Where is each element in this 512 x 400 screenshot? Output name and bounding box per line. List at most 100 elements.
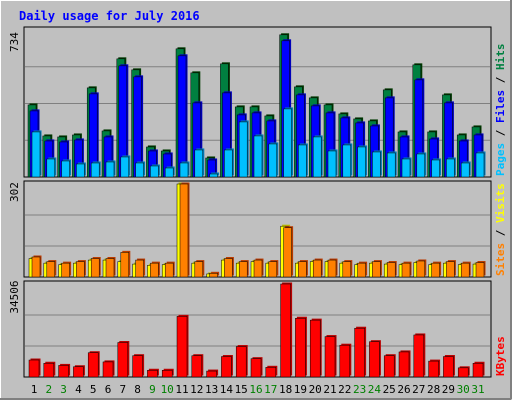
ymax-visits: 302: [8, 182, 21, 202]
bar-kbytes-day-17: [265, 367, 277, 378]
x-label-day-10: 10: [161, 383, 174, 396]
bar-kbytes-day-13: [206, 370, 217, 378]
bar-sites-day-4: [76, 261, 85, 278]
bar-sites-day-13: [209, 273, 218, 278]
x-label-day-6: 6: [105, 383, 112, 396]
bar-sites-day-8: [135, 259, 144, 278]
legend-pages: Pages: [494, 143, 507, 176]
bar-sites-day-25: [386, 262, 396, 278]
x-label-day-15: 15: [235, 383, 248, 396]
x-label-day-7: 7: [119, 383, 126, 396]
legend-sep-1: /: [494, 123, 507, 143]
bar-kbytes-day-2: [43, 363, 55, 378]
bar-sites-day-6: [105, 258, 115, 278]
x-label-day-5: 5: [90, 383, 97, 396]
legend-sites: Sites: [494, 243, 507, 276]
x-label-day-24: 24: [368, 383, 382, 396]
bar-sites-day-20: [312, 259, 322, 278]
bar-kbytes-day-7: [117, 342, 129, 378]
bar-sites-day-16: [253, 259, 263, 278]
bar-kbytes-day-9: [147, 370, 158, 378]
bar-pages-day-21: [327, 150, 337, 178]
bar-pages-day-12: [194, 149, 204, 178]
bar-pages-day-6: [105, 161, 115, 178]
bar-kbytes-day-5: [87, 352, 99, 378]
bar-sites-day-22: [342, 261, 352, 278]
bar-pages-day-23: [357, 146, 366, 178]
legend-files: Files: [494, 90, 507, 123]
bar-sites-day-11: [179, 183, 189, 278]
x-label-day-25: 25: [383, 383, 396, 396]
bar-sites-day-29: [446, 261, 455, 278]
x-label-day-23: 23: [353, 383, 366, 396]
chart-title: Daily usage for July 2016: [19, 9, 200, 23]
x-label-day-26: 26: [397, 383, 410, 396]
bar-sites-day-21: [327, 259, 337, 278]
bar-pages-day-28: [431, 159, 440, 178]
x-label-day-31: 31: [471, 383, 484, 396]
x-label-day-21: 21: [323, 383, 336, 396]
bar-sites-day-12: [194, 261, 204, 278]
bar-kbytes-day-6: [102, 361, 114, 378]
x-label-day-28: 28: [427, 383, 440, 396]
bar-sites-day-9: [150, 262, 159, 278]
bar-sites-day-24: [372, 261, 381, 278]
bar-pages-day-14: [224, 149, 233, 178]
bar-sites-day-27: [416, 260, 426, 278]
bar-kbytes-day-15: [235, 346, 247, 378]
bar-sites-day-7: [120, 252, 130, 278]
bar-pages-day-9: [150, 165, 159, 178]
x-label-day-4: 4: [75, 383, 82, 396]
bar-sites-day-10: [164, 262, 174, 278]
bar-sites-day-1: [31, 256, 41, 278]
bar-pages-day-22: [342, 144, 352, 178]
x-label-day-12: 12: [190, 383, 203, 396]
bar-kbytes-day-12: [191, 355, 203, 378]
bar-kbytes-day-25: [383, 355, 395, 378]
bar-pages-day-29: [446, 158, 455, 178]
x-axis-labels: 1 2 3 4 5 6 7 8 9 10 11 12 13 14 15 16 17 18 19 20 21 22 23 24 2…: [31, 383, 485, 396]
bar-pages-day-31: [475, 152, 485, 178]
bar-sites-day-15: [238, 261, 248, 278]
bar-kbytes-day-27: [413, 334, 425, 378]
bar-kbytes-day-14: [221, 356, 232, 378]
bar-kbytes-day-1: [28, 359, 40, 378]
legend-sep-2: /: [494, 70, 507, 90]
x-label-day-17: 17: [264, 383, 277, 396]
bar-pages-day-16: [253, 135, 263, 178]
bar-kbytes-day-10: [161, 370, 173, 378]
legend-visits-panel: Sites / Visits: [494, 183, 507, 276]
x-label-day-9: 9: [149, 383, 156, 396]
bars-hits-files-pages: [27, 33, 486, 178]
x-label-day-3: 3: [60, 383, 67, 396]
bar-sites-day-14: [224, 258, 233, 278]
bar-kbytes-day-19: [295, 317, 306, 378]
bar-files-day-11: [177, 55, 187, 178]
bar-kbytes-day-20: [309, 319, 321, 378]
legend-kbytes: KBytes: [494, 336, 507, 376]
bar-kbytes-day-22: [339, 344, 351, 378]
x-label-day-27: 27: [412, 383, 425, 396]
x-label-day-2: 2: [45, 383, 52, 396]
bar-pages-day-11: [179, 162, 189, 178]
bar-kbytes-day-29: [443, 356, 454, 378]
bar-kbytes-day-18: [280, 283, 291, 378]
ymax-kbytes: 34506: [8, 280, 21, 313]
bar-kbytes-day-3: [58, 365, 69, 378]
x-label-day-16: 16: [249, 383, 262, 396]
bar-sites-day-28: [431, 262, 440, 278]
x-label-day-18: 18: [279, 383, 292, 396]
bars-kbytes: [28, 282, 485, 378]
bar-pages-day-18: [283, 108, 292, 178]
legend-sep-3: /: [494, 223, 507, 243]
bar-pages-day-30: [460, 162, 470, 178]
bars-visits-sites: [28, 182, 486, 278]
bar-kbytes-day-31: [472, 363, 484, 378]
bar-pages-day-7: [120, 156, 130, 178]
bar-kbytes-day-8: [132, 355, 143, 378]
bar-kbytes-day-26: [398, 351, 410, 378]
bar-pages-day-27: [416, 153, 426, 178]
bar-pages-day-3: [61, 160, 70, 178]
legend-visits: Visits: [494, 183, 507, 223]
